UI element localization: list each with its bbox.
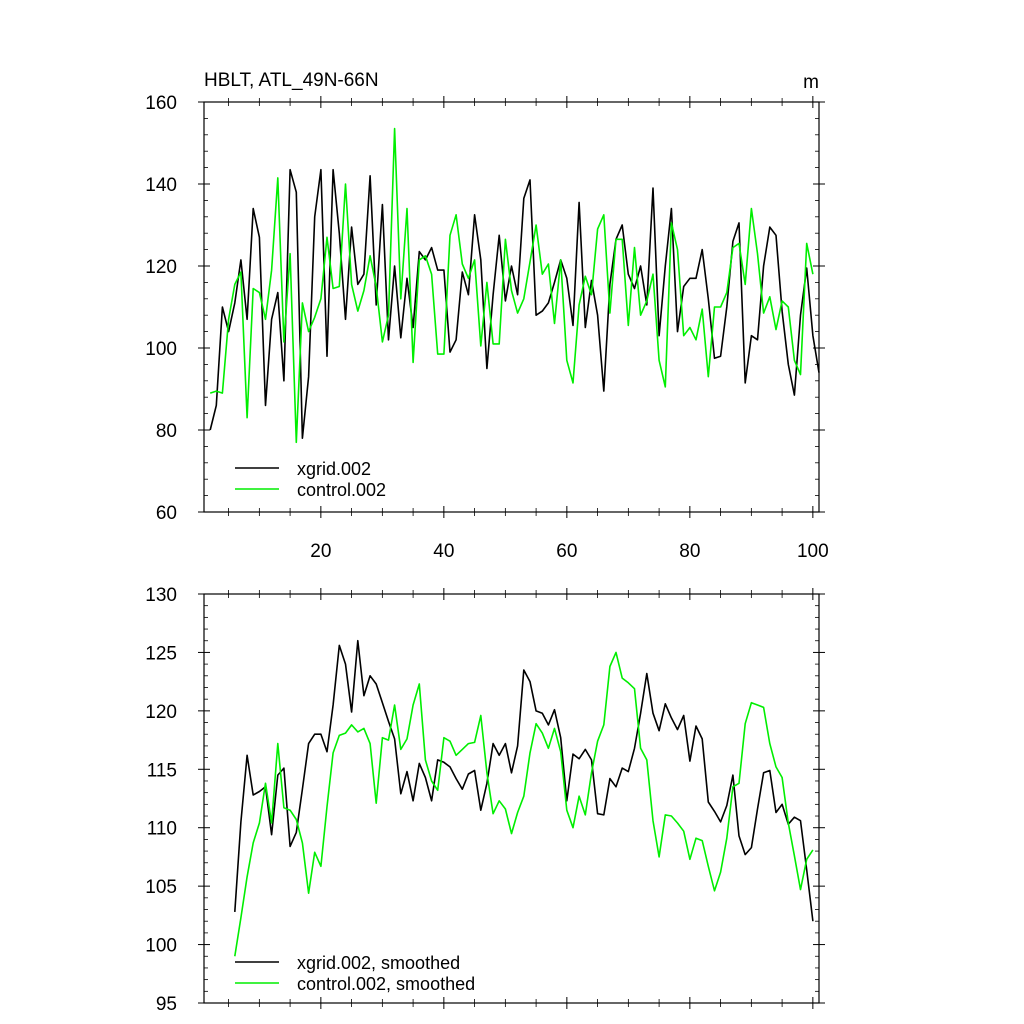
y-tick-label: 130 xyxy=(145,585,177,606)
series-line-xgrid xyxy=(209,168,820,440)
top-minor-ticks xyxy=(204,98,819,516)
y-tick-label: 95 xyxy=(156,994,177,1015)
top-units-label: m xyxy=(803,72,819,93)
top-plot-frame xyxy=(203,101,820,513)
legend-label: control.002 xyxy=(297,480,386,500)
bottom-minor-ticks xyxy=(204,590,819,1007)
series-line-xgrid xyxy=(234,639,814,922)
top-chart-title: HBLT, ATL_49N-66N xyxy=(204,70,379,91)
top-ticks: 60 80 100 120 140 160 20 40 60 80 100 xyxy=(145,93,828,562)
y-tick-label: 105 xyxy=(145,877,177,898)
x-tick-label: 20 xyxy=(310,541,331,562)
x-tick-label: 60 xyxy=(556,541,577,562)
y-tick-label: 160 xyxy=(145,93,177,114)
top-series xyxy=(209,127,820,444)
y-tick-label: 100 xyxy=(145,339,177,360)
legend-label: control.002, smoothed xyxy=(297,974,475,994)
x-tick-label: 80 xyxy=(679,541,700,562)
y-tick-label: 140 xyxy=(145,175,177,196)
top-panel: 60 80 100 120 140 160 20 40 60 80 100 HBLT, ATL_49… xyxy=(145,70,828,562)
bottom-ticks: 95 100 105 110 115 120 125 130 xyxy=(145,585,825,1015)
series-line-control xyxy=(234,651,814,957)
y-tick-label: 120 xyxy=(145,257,177,278)
legend-label: xgrid.002, smoothed xyxy=(297,953,460,973)
y-tick-label: 100 xyxy=(145,936,177,957)
x-tick-label: 40 xyxy=(433,541,454,562)
y-tick-label: 60 xyxy=(156,503,177,524)
bottom-series xyxy=(234,639,814,957)
x-tick-label: 100 xyxy=(797,541,829,562)
bottom-panel: 95 100 105 110 115 120 125 130 xgrid.002, smoot… xyxy=(145,585,825,1015)
series-line-control xyxy=(209,127,814,444)
y-tick-label: 125 xyxy=(145,643,177,664)
y-tick-label: 115 xyxy=(147,760,177,781)
y-tick-label: 120 xyxy=(145,702,177,723)
legend-label: xgrid.002 xyxy=(297,459,371,479)
y-tick-label: 110 xyxy=(147,819,177,840)
bottom-plot-frame xyxy=(203,593,820,1004)
y-tick-label: 80 xyxy=(156,421,177,442)
